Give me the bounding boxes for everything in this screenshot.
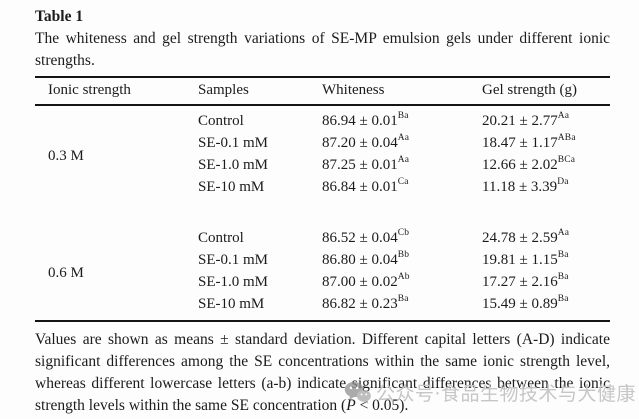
sample-cell: SE-1.0 mM bbox=[198, 157, 269, 173]
footnote-text: Values are shown as means ± standard dev… bbox=[35, 331, 610, 414]
whiteness-value: 86.52 ± 0.04 bbox=[322, 230, 398, 246]
whiteness-cell: 86.52 ± 0.04Cb bbox=[322, 223, 482, 250]
whiteness-value: 87.20 ± 0.04 bbox=[322, 135, 398, 151]
col-header-whiteness: Whiteness bbox=[322, 77, 482, 106]
sample-cell: Control bbox=[198, 230, 244, 246]
sample-cell: SE-10 mM bbox=[198, 296, 265, 312]
gel-strength-value: 19.81 ± 1.15 bbox=[482, 252, 558, 268]
group-0-6m: 0.6 M Control 86.52 ± 0.04Cb 24.78 ± 2.5… bbox=[35, 223, 610, 321]
header-row: Ionic strength Samples Whiteness Gel str… bbox=[35, 77, 610, 106]
whiteness-superscript: Cb bbox=[397, 228, 410, 238]
whiteness-value: 87.00 ± 0.02 bbox=[322, 274, 398, 290]
whiteness-superscript: Bb bbox=[397, 250, 410, 260]
gel-strength-superscript: BCa bbox=[557, 155, 576, 165]
table-row: SE-10 mM 86.84 ± 0.01Ca 11.18 ± 3.39Da bbox=[35, 177, 610, 204]
col-header-ionic-strength: Ionic strength bbox=[35, 77, 198, 106]
whiteness-cell: 86.80 ± 0.04Bb bbox=[322, 250, 482, 272]
table-footnote: Values are shown as means ± standard dev… bbox=[35, 329, 610, 417]
whiteness-cell: 87.25 ± 0.01Aa bbox=[322, 155, 482, 177]
col-header-gel-strength: Gel strength (g) bbox=[482, 77, 610, 106]
group-0-3m: 0.3 M Control 86.94 ± 0.01Ba 20.21 ± 2.7… bbox=[35, 105, 610, 203]
gel-strength-superscript: Ba bbox=[557, 294, 569, 304]
whiteness-superscript: Ba bbox=[397, 294, 409, 304]
whiteness-value: 86.80 ± 0.04 bbox=[322, 252, 398, 268]
gel-strength-value: 24.78 ± 2.59 bbox=[482, 230, 558, 246]
group-spacer bbox=[35, 203, 610, 223]
whiteness-value: 86.84 ± 0.01 bbox=[322, 179, 398, 195]
sample-cell: SE-0.1 mM bbox=[198, 135, 269, 151]
footnote-tail: < 0.05). bbox=[355, 397, 409, 414]
sample-cell: SE-10 mM bbox=[198, 179, 265, 195]
table-row: SE-1.0 mM 87.25 ± 0.01Aa 12.66 ± 2.02BCa bbox=[35, 155, 610, 177]
table-caption: The whiteness and gel strength variation… bbox=[35, 30, 610, 69]
table-row: SE-0.1 mM 87.20 ± 0.04Aa 18.47 ± 1.17ABa bbox=[35, 133, 610, 155]
gel-strength-value: 18.47 ± 1.17 bbox=[482, 135, 558, 151]
whiteness-cell: 86.94 ± 0.01Ba bbox=[322, 105, 482, 133]
whiteness-cell: 87.20 ± 0.04Aa bbox=[322, 133, 482, 155]
data-table: Ionic strength Samples Whiteness Gel str… bbox=[35, 76, 610, 322]
gel-strength-cell: 11.18 ± 3.39Da bbox=[482, 177, 610, 204]
gel-strength-cell: 17.27 ± 2.16Ba bbox=[482, 272, 610, 294]
group-label-cell: 0.6 M bbox=[35, 223, 198, 321]
whiteness-cell: 87.00 ± 0.02Ab bbox=[322, 272, 482, 294]
gel-strength-cell: 15.49 ± 0.89Ba bbox=[482, 294, 610, 322]
whiteness-superscript: Ab bbox=[397, 272, 410, 282]
whiteness-value: 86.82 ± 0.23 bbox=[322, 296, 398, 312]
sample-cell: Control bbox=[198, 113, 244, 129]
gel-strength-cell: 24.78 ± 2.59Aa bbox=[482, 223, 610, 250]
whiteness-superscript: Ba bbox=[397, 111, 409, 121]
whiteness-cell: 86.82 ± 0.23Ba bbox=[322, 294, 482, 322]
gel-strength-superscript: Ba bbox=[557, 272, 569, 282]
gel-strength-value: 17.27 ± 2.16 bbox=[482, 274, 558, 290]
gel-strength-cell: 12.66 ± 2.02BCa bbox=[482, 155, 610, 177]
table-row: SE-1.0 mM 87.00 ± 0.02Ab 17.27 ± 2.16Ba bbox=[35, 272, 610, 294]
gel-strength-value: 11.18 ± 3.39 bbox=[482, 179, 558, 195]
col-header-samples: Samples bbox=[198, 77, 322, 106]
gel-strength-cell: 19.81 ± 1.15Ba bbox=[482, 250, 610, 272]
table-header: Ionic strength Samples Whiteness Gel str… bbox=[35, 77, 610, 106]
gel-strength-superscript: Da bbox=[557, 177, 569, 187]
whiteness-superscript: Aa bbox=[397, 133, 410, 143]
ionic-strength-value: 0.3 M bbox=[48, 148, 84, 165]
gel-strength-cell: 20.21 ± 2.77Aa bbox=[482, 105, 610, 133]
whiteness-superscript: Ca bbox=[397, 177, 409, 187]
table-row: SE-0.1 mM 86.80 ± 0.04Bb 19.81 ± 1.15Ba bbox=[35, 250, 610, 272]
table-row: 0.6 M Control 86.52 ± 0.04Cb 24.78 ± 2.5… bbox=[35, 223, 610, 281]
table-label: Table 1 bbox=[35, 8, 84, 25]
gel-strength-cell: 18.47 ± 1.17ABa bbox=[482, 133, 610, 155]
gel-strength-superscript: Aa bbox=[557, 228, 570, 238]
group-label-cell: 0.3 M bbox=[35, 105, 198, 203]
sample-cell: SE-1.0 mM bbox=[198, 274, 269, 290]
whiteness-superscript: Aa bbox=[397, 155, 410, 165]
table-row: 0.3 M Control 86.94 ± 0.01Ba 20.21 ± 2.7… bbox=[35, 105, 610, 164]
gel-strength-superscript: Ba bbox=[557, 250, 569, 260]
ionic-strength-value: 0.6 M bbox=[48, 265, 84, 282]
gel-strength-superscript: Aa bbox=[557, 111, 570, 121]
table-row: SE-10 mM 86.82 ± 0.23Ba 15.49 ± 0.89Ba bbox=[35, 294, 610, 322]
gel-strength-superscript: ABa bbox=[557, 133, 576, 143]
footnote-p-symbol: P bbox=[346, 397, 356, 414]
whiteness-value: 86.94 ± 0.01 bbox=[322, 113, 398, 129]
sample-cell: SE-0.1 mM bbox=[198, 252, 269, 268]
gel-strength-value: 20.21 ± 2.77 bbox=[482, 113, 558, 129]
gel-strength-value: 12.66 ± 2.02 bbox=[482, 157, 558, 173]
whiteness-cell: 86.84 ± 0.01Ca bbox=[322, 177, 482, 204]
whiteness-value: 87.25 ± 0.01 bbox=[322, 157, 398, 173]
gel-strength-value: 15.49 ± 0.89 bbox=[482, 296, 558, 312]
